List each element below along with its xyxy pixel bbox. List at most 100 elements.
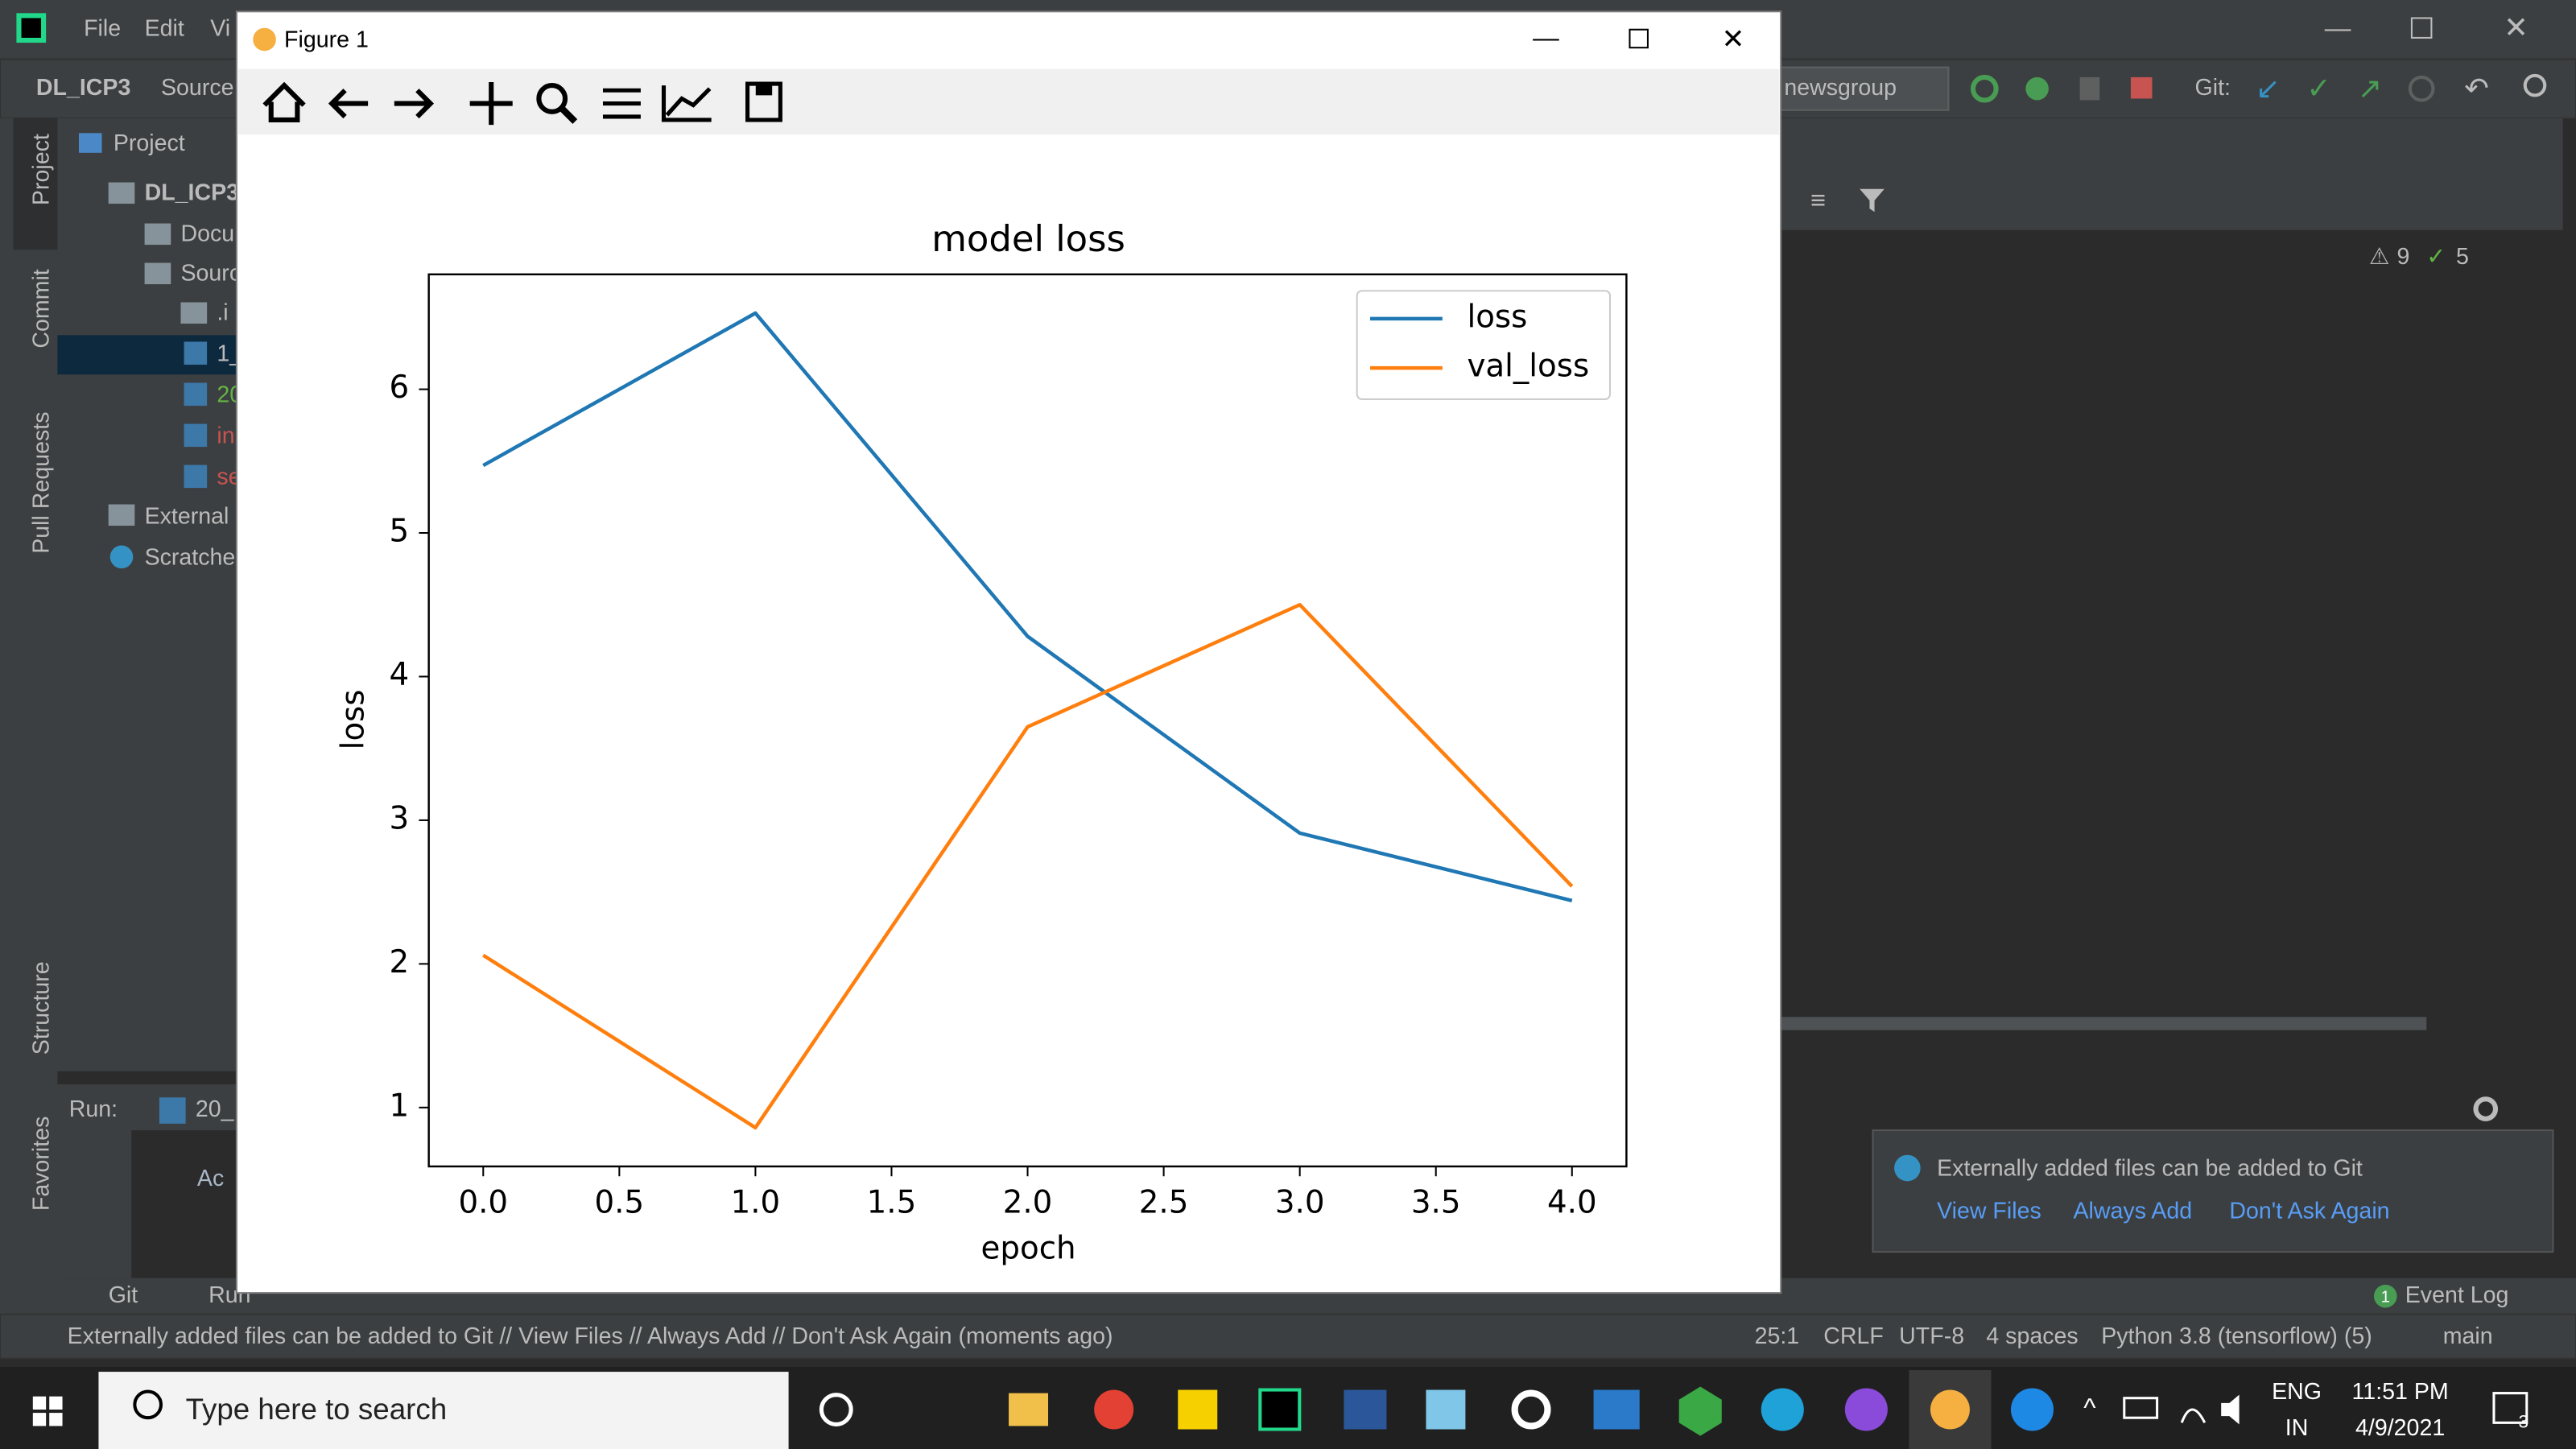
app-generic[interactable] bbox=[1678, 1386, 1722, 1436]
tree-item[interactable]: .i bbox=[217, 299, 228, 325]
app-github[interactable] bbox=[1844, 1388, 1888, 1431]
sort-icon[interactable]: ≡ bbox=[1810, 185, 1826, 215]
git-push[interactable]: ↗ bbox=[2358, 72, 2383, 105]
status-item[interactable]: main bbox=[2443, 1323, 2493, 1349]
search-box[interactable] bbox=[98, 1372, 789, 1449]
tree-item[interactable]: External bbox=[145, 503, 229, 529]
library-icon bbox=[108, 504, 135, 526]
tree-item[interactable]: Scratche bbox=[145, 544, 236, 570]
side-tab[interactable]: Pull Requests bbox=[29, 412, 55, 554]
status-message[interactable]: Externally added files can be added to G… bbox=[68, 1323, 1113, 1349]
tree-item[interactable]: in bbox=[217, 423, 234, 448]
status-item[interactable]: 4 spaces bbox=[1986, 1323, 2078, 1349]
warning-count[interactable]: 9 bbox=[2397, 244, 2410, 270]
app-help[interactable] bbox=[2010, 1388, 2054, 1431]
close[interactable]: ✕ bbox=[2504, 10, 2529, 43]
run-config-label[interactable]: newsgroup bbox=[1784, 75, 1897, 101]
event-badge bbox=[2373, 1284, 2397, 1308]
plot-frame bbox=[427, 273, 1628, 1168]
minimize[interactable]: — bbox=[1533, 23, 1559, 52]
y-tick-label: 4 bbox=[389, 657, 409, 693]
zoom-button[interactable] bbox=[536, 83, 568, 114]
language[interactable]: ENG bbox=[2272, 1379, 2322, 1405]
menu-item[interactable]: File bbox=[84, 15, 121, 41]
save-button[interactable] bbox=[755, 84, 773, 96]
status-item[interactable]: UTF-8 bbox=[1899, 1323, 1964, 1349]
undo-icon[interactable]: ↶ bbox=[2464, 72, 2489, 105]
input-method[interactable]: IN bbox=[2285, 1415, 2309, 1441]
forward-button[interactable] bbox=[394, 89, 435, 119]
event-log[interactable]: Event Log bbox=[2405, 1282, 2509, 1308]
filter-icon[interactable] bbox=[1860, 188, 1885, 213]
app-pycharm[interactable] bbox=[1258, 1388, 1302, 1431]
app-settings[interactable] bbox=[1511, 1389, 1551, 1430]
search-icon[interactable] bbox=[2523, 73, 2547, 97]
app-explorer[interactable] bbox=[1426, 1389, 1466, 1430]
panel-title[interactable]: Project bbox=[114, 130, 185, 156]
breadcrumb[interactable]: Source bbox=[161, 75, 234, 101]
zoom-button[interactable] bbox=[559, 105, 578, 124]
git-update[interactable]: ↙ bbox=[2256, 72, 2281, 105]
pan-button[interactable] bbox=[469, 82, 513, 126]
python-icon bbox=[159, 1097, 186, 1124]
app-word[interactable] bbox=[1344, 1389, 1387, 1430]
start-button[interactable] bbox=[32, 1396, 63, 1426]
notification-action[interactable]: Don't Ask Again bbox=[2229, 1199, 2389, 1224]
rerun-icon[interactable] bbox=[1970, 74, 1999, 103]
bottom-tab[interactable]: Git bbox=[109, 1282, 138, 1308]
app-explorer[interactable] bbox=[1009, 1393, 1049, 1426]
side-tab[interactable]: Structure bbox=[29, 961, 55, 1055]
minimize[interactable]: — bbox=[2325, 12, 2351, 42]
task-view[interactable] bbox=[819, 1393, 853, 1426]
window-title: Figure 1 bbox=[284, 27, 369, 53]
home-button[interactable] bbox=[262, 81, 306, 123]
x-tick-label: 1.5 bbox=[867, 1184, 917, 1220]
volume-icon[interactable] bbox=[2221, 1394, 2240, 1425]
app-edge[interactable] bbox=[1761, 1388, 1804, 1431]
side-tab[interactable]: Favorites bbox=[29, 1117, 55, 1211]
tray-arrow[interactable]: ^ bbox=[2083, 1393, 2096, 1422]
x-tick-label: 3.0 bbox=[1275, 1184, 1325, 1220]
search-placeholder[interactable]: Type here to search bbox=[186, 1393, 448, 1426]
tree-item[interactable]: Docu bbox=[180, 221, 234, 246]
app-python[interactable] bbox=[1930, 1389, 1970, 1430]
tree-item[interactable]: Sourc bbox=[180, 260, 241, 286]
maximize[interactable] bbox=[1629, 28, 1649, 49]
tree-item[interactable]: DL_ICP3 bbox=[145, 180, 239, 205]
coverage-icon[interactable] bbox=[2079, 76, 2100, 101]
maximize[interactable] bbox=[2410, 17, 2433, 39]
history-icon[interactable] bbox=[2408, 75, 2435, 102]
app-photos[interactable] bbox=[1593, 1389, 1640, 1430]
window-frame bbox=[235, 10, 1782, 1294]
status-item[interactable]: 25:1 bbox=[1755, 1323, 1800, 1349]
side-tab[interactable]: Commit bbox=[29, 269, 55, 348]
status-item[interactable]: CRLF bbox=[1823, 1323, 1884, 1349]
start-logo bbox=[49, 1413, 63, 1426]
status-item[interactable]: Python 3.8 (tensorflow) (5) bbox=[2101, 1323, 2372, 1349]
settings-icon[interactable] bbox=[2473, 1096, 2499, 1121]
menu-item[interactable]: Vi bbox=[210, 15, 230, 41]
back-button[interactable] bbox=[328, 89, 369, 119]
menu-item[interactable]: Edit bbox=[145, 15, 184, 41]
configure-button[interactable] bbox=[602, 88, 641, 119]
debug-icon[interactable] bbox=[2025, 76, 2049, 101]
edit-axis-button[interactable] bbox=[661, 85, 712, 122]
side-tab[interactable]: Project bbox=[29, 134, 55, 205]
check-count[interactable]: 5 bbox=[2456, 244, 2469, 270]
battery-icon[interactable] bbox=[2123, 1397, 2159, 1419]
notification-action[interactable]: Always Add bbox=[2074, 1199, 2193, 1224]
run-config[interactable] bbox=[1773, 66, 1950, 111]
clock-date[interactable]: 4/9/2021 bbox=[2355, 1415, 2445, 1441]
app-notes[interactable] bbox=[1178, 1389, 1218, 1430]
app-chrome[interactable] bbox=[1094, 1389, 1134, 1430]
close[interactable]: ✕ bbox=[1722, 24, 1745, 55]
run-tab[interactable]: 20_ bbox=[196, 1096, 235, 1122]
stop-icon[interactable] bbox=[2130, 76, 2153, 99]
project-name[interactable]: DL_ICP3 bbox=[36, 75, 130, 101]
git-commit[interactable]: ✓ bbox=[2306, 72, 2331, 105]
wifi-icon[interactable] bbox=[2180, 1408, 2207, 1424]
action-center[interactable] bbox=[2492, 1392, 2529, 1424]
notification-text: Externally added files can be added to G… bbox=[1937, 1156, 2363, 1182]
notification-action[interactable]: View Files bbox=[1937, 1199, 2041, 1224]
clock-time[interactable]: 11:51 PM bbox=[2352, 1379, 2449, 1405]
